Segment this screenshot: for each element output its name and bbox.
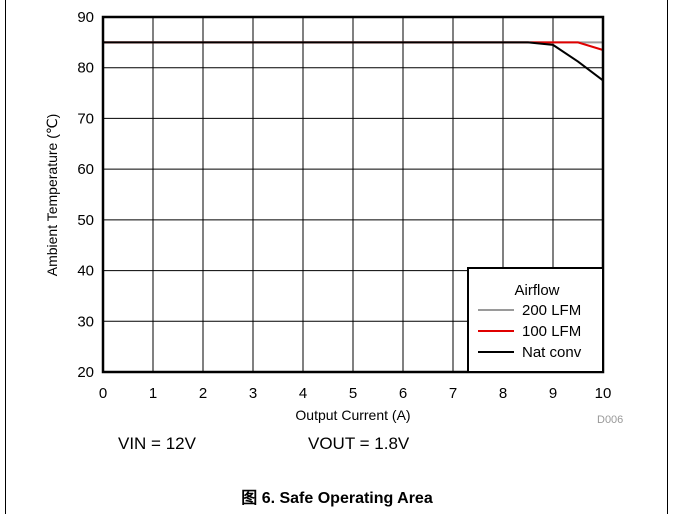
x-tick-label: 8 [499,385,507,402]
legend-label-nat-conv: Nat conv [522,344,582,361]
x-tick-label: 7 [449,385,457,402]
legend-label-100-lfm: 100 LFM [522,323,581,340]
x-tick-label: 0 [99,385,107,402]
legend-title: Airflow [514,282,559,299]
y-tick-label: 30 [77,313,94,330]
figure-caption: 图 6. Safe Operating Area [241,490,433,507]
y-tick-label: 50 [77,212,94,229]
x-tick-label: 3 [249,385,257,402]
y-tick-label: 90 [77,9,94,26]
y-tick-label: 20 [77,364,94,381]
safe-operating-area-chart: 0 1 2 3 4 5 6 7 8 9 10 20 30 40 50 60 70 80 90 Output Cur… [44,9,612,423]
y-tick-label: 70 [77,110,94,127]
legend-label-200-lfm: 200 LFM [522,302,581,319]
page-frame-right [667,0,668,514]
series-line-nat-conv [103,41,604,82]
x-tick-label: 9 [549,385,557,402]
y-tick-label: 80 [77,60,94,77]
vout-condition: VOUT = 1.8V [308,434,410,453]
y-tick-label: 60 [77,161,94,178]
y-tick-label: 40 [77,263,94,280]
legend: Airflow 200 LFM 100 LFM Nat conv [467,267,604,373]
page-frame-left [5,0,6,514]
x-tick-label: 6 [399,385,407,402]
legend-box [467,267,604,373]
x-tick-labels: 0 1 2 3 4 5 6 7 8 9 10 [99,385,612,402]
x-axis-title: Output Current (A) [295,407,410,423]
y-tick-labels: 20 30 40 50 60 70 80 90 [77,9,94,381]
x-tick-label: 4 [299,385,307,402]
x-tick-label: 1 [149,385,157,402]
x-tick-label: 10 [595,385,612,402]
x-tick-label: 2 [199,385,207,402]
x-tick-label: 5 [349,385,357,402]
plot-frame [101,15,605,374]
figure-id: D006 [597,414,624,426]
series-lines [103,41,604,82]
vin-condition: VIN = 12V [118,434,196,453]
y-axis-title: Ambient Temperature (℃) [44,114,60,277]
